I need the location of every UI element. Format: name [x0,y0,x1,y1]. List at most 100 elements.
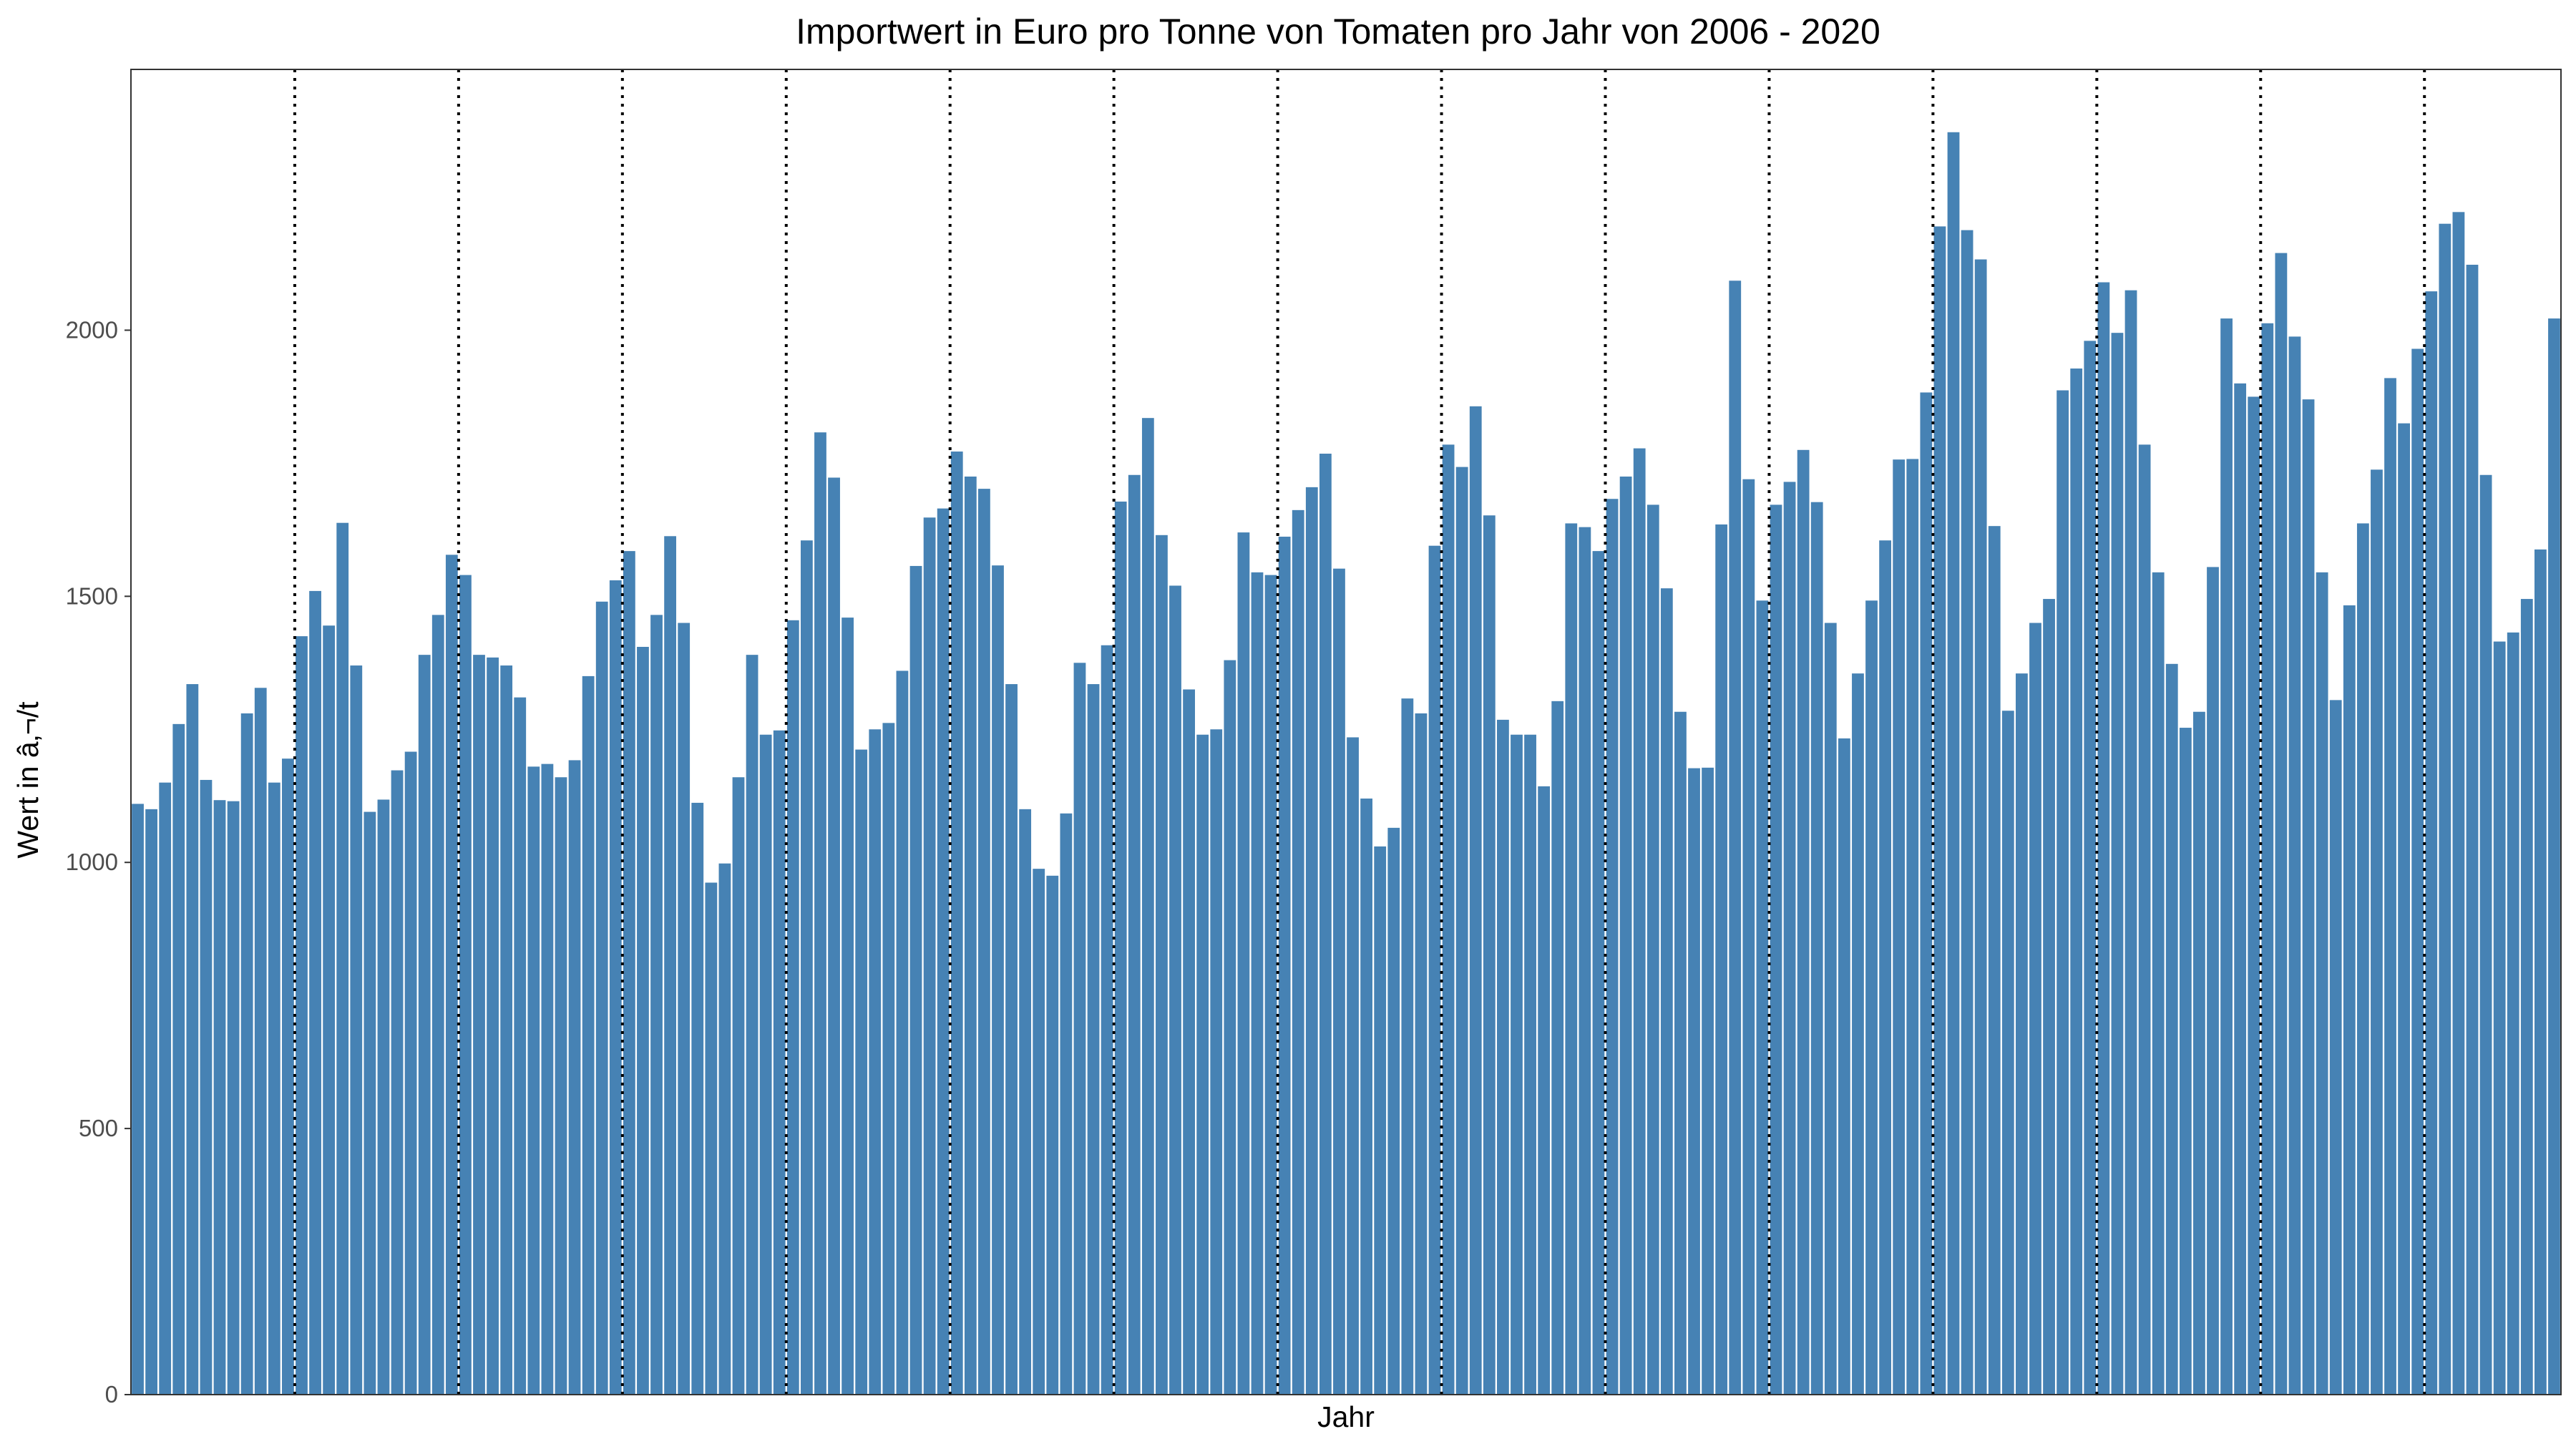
bar [2452,212,2465,1395]
bar [200,779,213,1395]
bar [1415,713,1428,1395]
bar [1183,689,1195,1395]
bar [582,675,595,1395]
bar [1633,448,1646,1395]
y-axis: 0 500 1000 1500 2000 [66,316,131,1407]
bar-group [132,132,2560,1395]
bar [1196,734,1209,1395]
bar [145,809,158,1395]
bar [664,536,676,1395]
bar [1538,786,1551,1395]
bar [1156,535,1168,1395]
bar [1292,509,1304,1395]
bar [964,476,977,1395]
bar [1742,479,1755,1395]
bar [1715,524,1728,1395]
bar [473,655,485,1395]
bar [1879,540,1891,1395]
bar [1565,523,1578,1395]
bar [1428,545,1441,1395]
bar [2084,341,2097,1395]
bar [882,723,895,1395]
bar [923,517,936,1395]
bar [2356,523,2369,1395]
bar [1114,501,1127,1395]
bar [1401,698,1414,1395]
bar [1511,734,1523,1395]
bar [828,477,840,1395]
bar [937,508,950,1395]
bar [609,580,622,1395]
bar [1579,527,1591,1395]
bar [1974,259,1987,1395]
bar [1824,623,1837,1395]
bar [1128,474,1141,1395]
bar [1810,502,1823,1395]
bar [1797,449,1810,1395]
bar [1360,798,1373,1395]
bar [746,655,758,1395]
bar [2507,632,2519,1395]
bar [445,555,458,1395]
bar [2124,290,2137,1395]
bar [2165,663,2178,1395]
bar [1674,711,1687,1395]
plot-panel-border [130,69,2562,1395]
bar [527,766,540,1395]
bar [1319,454,1332,1395]
bar [623,551,635,1395]
bar [487,657,499,1395]
bar [678,623,691,1395]
bar [1497,719,1509,1395]
bar [814,432,826,1395]
bar [2193,711,2205,1395]
bar [595,601,608,1395]
bar [2248,396,2260,1395]
bar [240,713,253,1395]
bar [2234,383,2247,1395]
bar [2466,264,2479,1395]
bar [978,489,990,1395]
bar [1374,846,1387,1395]
bar [336,522,349,1395]
bar [1756,600,1769,1395]
bar [541,763,554,1395]
bar [2548,318,2560,1395]
x-axis-title: Jahr [1317,1400,1375,1433]
bar [1947,132,1960,1395]
y-tick-label: 500 [79,1115,118,1141]
y-axis-title: Wert in â‚¬/t [11,701,44,859]
bar [841,618,854,1395]
bar [2425,291,2438,1395]
bar [282,758,294,1395]
bar [2152,572,2165,1395]
bar [2343,605,2356,1395]
bar [1729,280,1742,1395]
bar [1893,459,1906,1395]
bar [896,670,909,1395]
bar [637,647,649,1395]
bar [2534,549,2547,1395]
bar [1933,226,1946,1395]
bar [2207,567,2219,1395]
bar [909,565,922,1395]
bar [1688,768,1700,1395]
chart-title: Importwert in Euro pro Tonne von Tomaten… [796,11,1880,52]
bar [568,760,581,1395]
bar [459,575,472,1395]
bar [431,615,444,1395]
bar [377,799,390,1395]
bar [2439,223,2451,1395]
bar [1278,537,1291,1395]
bar [1005,684,1018,1395]
bar [227,801,240,1395]
bar [2288,336,2301,1395]
bar [855,749,868,1395]
bar [418,655,431,1395]
bar [2261,323,2274,1395]
bar [2371,469,2383,1395]
bar [650,615,663,1395]
bar [1101,645,1113,1395]
bar [869,729,882,1395]
